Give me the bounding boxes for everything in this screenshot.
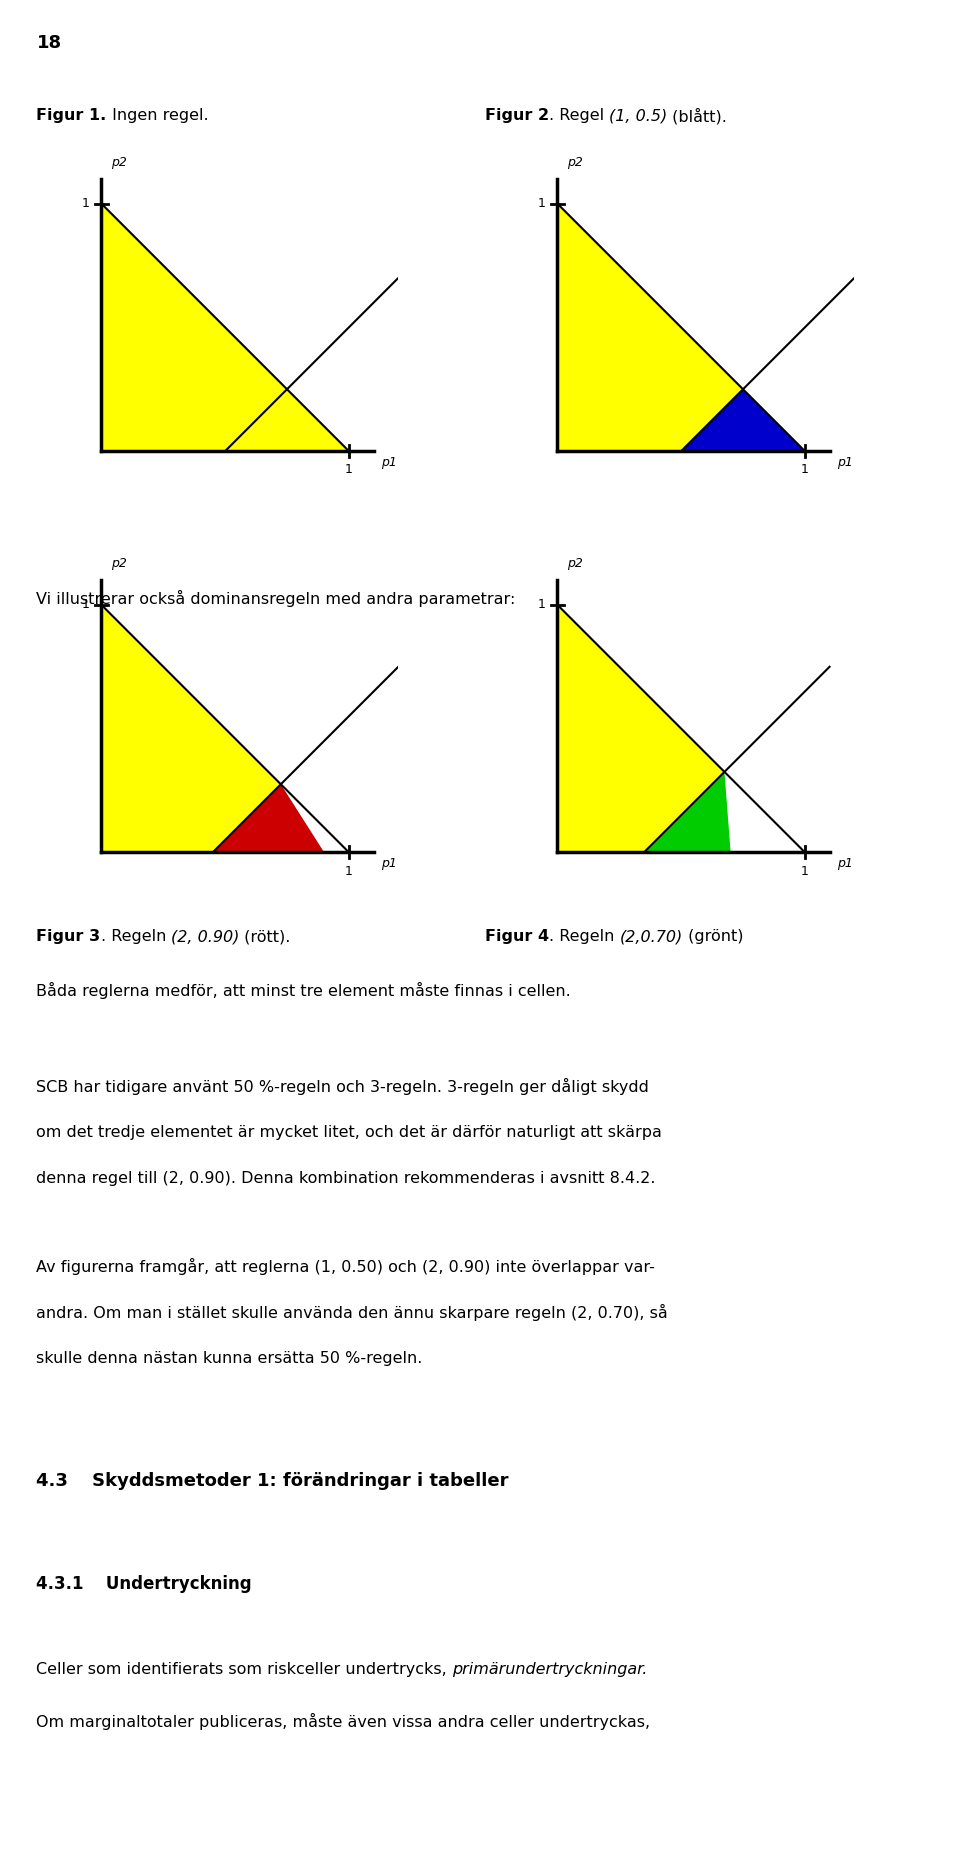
Polygon shape xyxy=(558,203,743,452)
Text: Av figurerna framgår, att reglerna (1, 0.50) och (2, 0.90) inte överlappar var-: Av figurerna framgår, att reglerna (1, 0… xyxy=(36,1258,656,1274)
Text: p1: p1 xyxy=(381,455,396,468)
Text: p2: p2 xyxy=(111,558,128,571)
Text: (2, 0.90): (2, 0.90) xyxy=(171,929,239,944)
Text: 1: 1 xyxy=(538,599,545,612)
Text: SCB har tidigare använt 50 %-regeln och 3-regeln. 3-regeln ger dåligt skydd: SCB har tidigare använt 50 %-regeln och … xyxy=(36,1079,649,1095)
Text: 18: 18 xyxy=(36,34,61,52)
Text: 1: 1 xyxy=(801,463,808,476)
Text: skulle denna nästan kunna ersätta 50 %-regeln.: skulle denna nästan kunna ersätta 50 %-r… xyxy=(36,1351,422,1366)
Text: om det tredje elementet är mycket litet, och det är därför naturligt att skärpa: om det tredje elementet är mycket litet,… xyxy=(36,1125,662,1140)
Text: Båda reglerna medför, att minst tre element måste finnas i cellen.: Båda reglerna medför, att minst tre elem… xyxy=(36,982,571,998)
Polygon shape xyxy=(102,605,281,853)
Polygon shape xyxy=(644,773,731,853)
Text: primärundertryckningar.: primärundertryckningar. xyxy=(452,1661,648,1676)
Polygon shape xyxy=(102,203,348,452)
Text: (grönt): (grönt) xyxy=(683,929,743,944)
Polygon shape xyxy=(213,784,324,853)
Text: p2: p2 xyxy=(111,157,128,170)
Text: 1: 1 xyxy=(82,198,89,211)
Text: Figur 4: Figur 4 xyxy=(485,929,549,944)
Text: p1: p1 xyxy=(381,856,396,870)
Text: Figur 3: Figur 3 xyxy=(36,929,101,944)
Text: . Regeln: . Regeln xyxy=(549,929,619,944)
Text: denna regel till (2, 0.90). Denna kombination rekommenderas i avsnitt 8.4.2.: denna regel till (2, 0.90). Denna kombin… xyxy=(36,1172,656,1187)
Text: (1, 0.5): (1, 0.5) xyxy=(610,108,667,123)
Text: . Regeln: . Regeln xyxy=(101,929,171,944)
Text: 1: 1 xyxy=(345,463,352,476)
Text: 1: 1 xyxy=(345,864,352,877)
Text: Om marginaltotaler publiceras, måste även vissa andra celler undertryckas,: Om marginaltotaler publiceras, måste äve… xyxy=(36,1713,651,1730)
Text: p1: p1 xyxy=(837,856,852,870)
Text: 4.3.1  Undertryckning: 4.3.1 Undertryckning xyxy=(36,1575,252,1594)
Text: (2,0.70): (2,0.70) xyxy=(619,929,683,944)
Text: 1: 1 xyxy=(801,864,808,877)
Text: p2: p2 xyxy=(567,157,584,170)
Text: Figur 1.: Figur 1. xyxy=(36,108,107,123)
Text: (blått).: (blått). xyxy=(667,108,728,125)
Text: Ingen regel.: Ingen regel. xyxy=(107,108,208,123)
Text: . Regel: . Regel xyxy=(549,108,610,123)
Text: 4.3  Skyddsmetoder 1: förändringar i tabeller: 4.3 Skyddsmetoder 1: förändringar i tabe… xyxy=(36,1472,509,1489)
Text: 1: 1 xyxy=(538,198,545,211)
Text: 1: 1 xyxy=(82,599,89,612)
Polygon shape xyxy=(558,605,725,853)
Text: andra. Om man i stället skulle använda den ännu skarpare regeln (2, 0.70), så: andra. Om man i stället skulle använda d… xyxy=(36,1304,668,1321)
Text: (rött).: (rött). xyxy=(239,929,291,944)
Text: Celler som identifierats som riskceller undertrycks,: Celler som identifierats som riskceller … xyxy=(36,1661,452,1676)
Polygon shape xyxy=(682,390,804,452)
Text: Vi illustrerar också dominansregeln med andra parametrar:: Vi illustrerar också dominansregeln med … xyxy=(36,590,516,606)
Text: p1: p1 xyxy=(837,455,852,468)
Text: Figur 2: Figur 2 xyxy=(485,108,549,123)
Text: p2: p2 xyxy=(567,558,584,571)
